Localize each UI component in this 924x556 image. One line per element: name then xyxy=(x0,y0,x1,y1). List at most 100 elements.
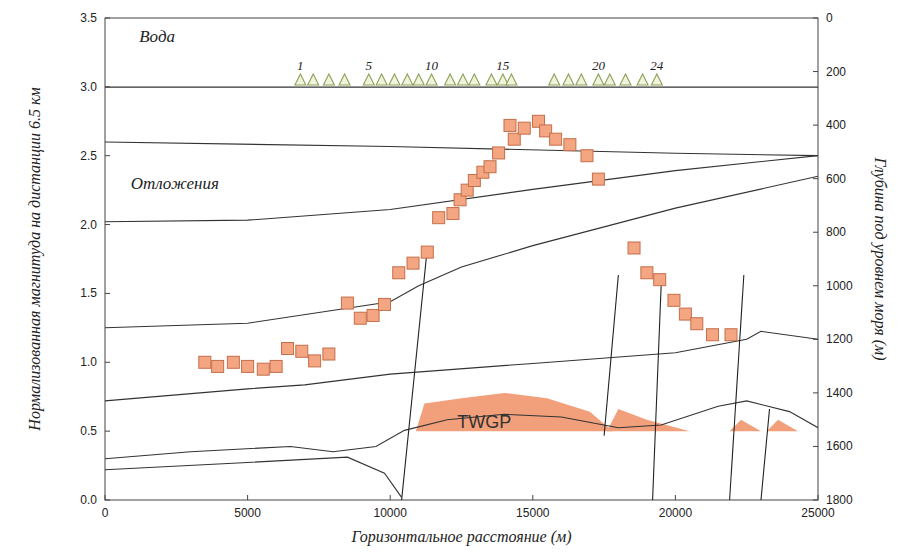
station-label: 10 xyxy=(425,58,439,73)
y2-tick-label: 1400 xyxy=(826,386,853,400)
y2-tick xyxy=(813,71,818,72)
magnitude-point xyxy=(592,173,604,185)
station xyxy=(308,74,319,85)
x-tick xyxy=(390,495,391,500)
x-tick-label: 15000 xyxy=(516,506,550,520)
x-tick-label: 5000 xyxy=(234,506,261,520)
x-tick-label: 25000 xyxy=(801,506,835,520)
x-tick-label: 10000 xyxy=(374,506,408,520)
x-tick xyxy=(818,495,819,500)
x-tick xyxy=(675,495,676,500)
annotation: Вода xyxy=(139,27,175,46)
layer-line xyxy=(105,331,818,401)
y2-tick xyxy=(813,285,818,286)
magnitude-point xyxy=(296,345,308,357)
y2-tick xyxy=(813,232,818,233)
station xyxy=(549,74,560,85)
magnitude-point xyxy=(433,212,445,224)
y-tick-label: 3.5 xyxy=(80,11,97,25)
layer-line xyxy=(105,401,818,459)
station xyxy=(295,74,306,85)
station xyxy=(426,74,437,85)
magnitude-point xyxy=(654,274,666,286)
station xyxy=(506,74,517,85)
station xyxy=(593,74,604,85)
magnitude-point xyxy=(668,294,680,306)
magnitude-point xyxy=(679,308,691,320)
y-tick xyxy=(105,362,110,363)
y-tick-label: 1.5 xyxy=(80,286,97,300)
magnitude-point xyxy=(393,267,405,279)
station xyxy=(620,74,631,85)
y2-tick xyxy=(813,446,818,447)
x-tick xyxy=(532,495,533,500)
layer-line xyxy=(761,409,770,500)
y-tick xyxy=(105,500,110,501)
magnitude-point xyxy=(628,242,640,254)
station xyxy=(376,74,387,85)
magnitude-point xyxy=(378,298,390,310)
y2-tick xyxy=(813,500,818,501)
y2-tick-label: 1800 xyxy=(826,493,853,507)
y2-tick xyxy=(813,18,818,19)
x-tick xyxy=(247,495,248,500)
y2-tick-label: 1200 xyxy=(826,332,853,346)
station-label: 1 xyxy=(297,58,304,73)
y-tick xyxy=(105,86,110,87)
y-tick xyxy=(105,431,110,432)
magnitude-point xyxy=(270,360,282,372)
magnitude-point xyxy=(706,329,718,341)
magnitude-point xyxy=(354,312,366,324)
magnitude-point xyxy=(508,133,520,145)
magnitude-point xyxy=(309,355,321,367)
magnitude-point xyxy=(518,122,530,134)
plot-frame xyxy=(105,18,818,500)
y2-tick xyxy=(813,178,818,179)
magnitude-point xyxy=(504,119,516,131)
station-label: 24 xyxy=(650,58,664,73)
y-tick xyxy=(105,18,110,19)
layer-line xyxy=(105,87,818,88)
y2-tick-label: 1000 xyxy=(826,279,853,293)
y2-tick-label: 0 xyxy=(826,11,833,25)
layer-line xyxy=(604,275,618,436)
x-tick-label: 0 xyxy=(102,506,109,520)
magnitude-point xyxy=(564,139,576,151)
y2-tick-label: 400 xyxy=(826,118,846,132)
magnitude-point xyxy=(493,147,505,159)
y-tick xyxy=(105,224,110,225)
twgp-area xyxy=(767,420,798,432)
layer-line xyxy=(402,248,428,500)
magnitude-point xyxy=(227,356,239,368)
magnitude-point xyxy=(725,329,737,341)
y-tick-label: 0.5 xyxy=(80,424,97,438)
station xyxy=(445,74,456,85)
layer-line xyxy=(653,286,662,500)
layer-line xyxy=(105,457,402,497)
y-tick xyxy=(105,293,110,294)
station-label: 20 xyxy=(592,58,606,73)
station-label: 5 xyxy=(366,58,373,73)
y2-tick xyxy=(813,339,818,340)
y-tick xyxy=(105,155,110,156)
station xyxy=(323,74,334,85)
station xyxy=(413,74,424,85)
x-axis-title: Горизонтальное расстояние (м) xyxy=(350,528,571,546)
y2-axis-title: Глубина под уровнем моря (м) xyxy=(871,157,889,361)
y-tick-label: 3.0 xyxy=(80,80,97,94)
station xyxy=(363,74,374,85)
magnitude-point xyxy=(421,246,433,258)
magnitude-point xyxy=(257,363,269,375)
y2-tick-label: 600 xyxy=(826,172,846,186)
magnitude-point xyxy=(341,297,353,309)
station xyxy=(486,74,497,85)
station-label: 15 xyxy=(496,58,510,73)
station xyxy=(389,74,400,85)
y2-tick xyxy=(813,392,818,393)
y-tick-label: 2.5 xyxy=(80,149,97,163)
twgp-area xyxy=(416,393,613,431)
station xyxy=(651,74,662,85)
y-tick-label: 0.0 xyxy=(80,493,97,507)
y2-tick-label: 800 xyxy=(826,225,846,239)
y2-tick xyxy=(813,125,818,126)
